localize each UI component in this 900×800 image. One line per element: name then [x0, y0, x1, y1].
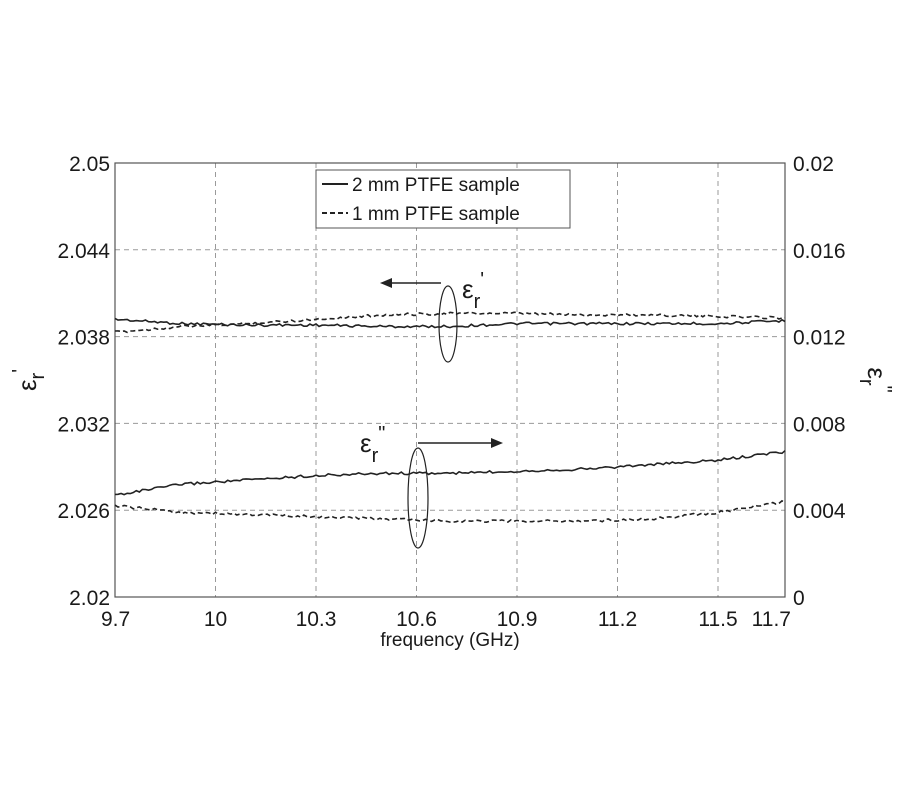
y-right-tick-label: 0.02	[793, 153, 834, 176]
x-tick-label: 11.2	[598, 608, 637, 631]
legend: 2 mm PTFE sample 1 mm PTFE sample	[315, 169, 571, 229]
annotation-real-part: εr'	[380, 269, 484, 363]
plot-frame	[114, 162, 786, 598]
y-left-tick-label: 2.038	[57, 327, 110, 350]
legend-box	[315, 169, 571, 229]
x-axis-label: frequency (GHz)	[380, 630, 519, 651]
y-left-tick-label: 2.02	[69, 587, 110, 610]
tick-labels: 9.7 10 10.3 10.6 10.9 11.2 11.5 11.7 2.05 2.044 2.…	[57, 153, 845, 631]
x-tick-label: 10.3	[296, 608, 337, 631]
arrow-right-head	[491, 438, 503, 448]
series-line-1mm-right	[114, 499, 786, 524]
series-line-2mm-left	[114, 317, 786, 329]
y-left-tick-label: 2.044	[57, 240, 110, 263]
y-left-tick-label: 2.05	[69, 153, 110, 176]
x-tick-label: 10.9	[497, 608, 538, 631]
x-tick-label: 10.6	[396, 608, 437, 631]
y-right-axis-label: εr"	[855, 367, 895, 392]
series-group	[114, 311, 786, 524]
series-line-2mm-right	[114, 450, 786, 496]
y-right-tick-label: 0.016	[793, 240, 846, 263]
annotation-imag-part: εr"	[360, 423, 503, 549]
y-right-tick-label: 0.004	[793, 500, 846, 523]
x-tick-label: 10	[204, 608, 227, 631]
label-epsilon-double-prime: εr"	[360, 423, 385, 467]
grid	[115, 163, 785, 597]
y-left-tick-label: 2.032	[57, 413, 110, 436]
y-right-tick-label: 0.012	[793, 327, 846, 350]
arrow-left-head	[380, 278, 392, 288]
x-tick-label: 11.7	[752, 608, 791, 631]
x-tick-label: 9.7	[101, 608, 130, 631]
y-left-axis-label: εr'	[9, 369, 49, 391]
y-left-tick-label: 2.026	[57, 500, 110, 523]
ellipse-imag	[407, 447, 429, 549]
legend-label-1mm: 1 mm PTFE sample	[352, 204, 520, 225]
x-tick-label: 11.5	[698, 608, 737, 631]
ellipse-real	[438, 285, 458, 363]
label-epsilon-prime: εr'	[462, 269, 484, 313]
legend-label-2mm: 2 mm PTFE sample	[352, 175, 520, 196]
y-right-tick-label: 0.008	[793, 413, 846, 436]
y-right-tick-label: 0	[793, 587, 805, 610]
series-line-1mm-left	[114, 311, 786, 334]
